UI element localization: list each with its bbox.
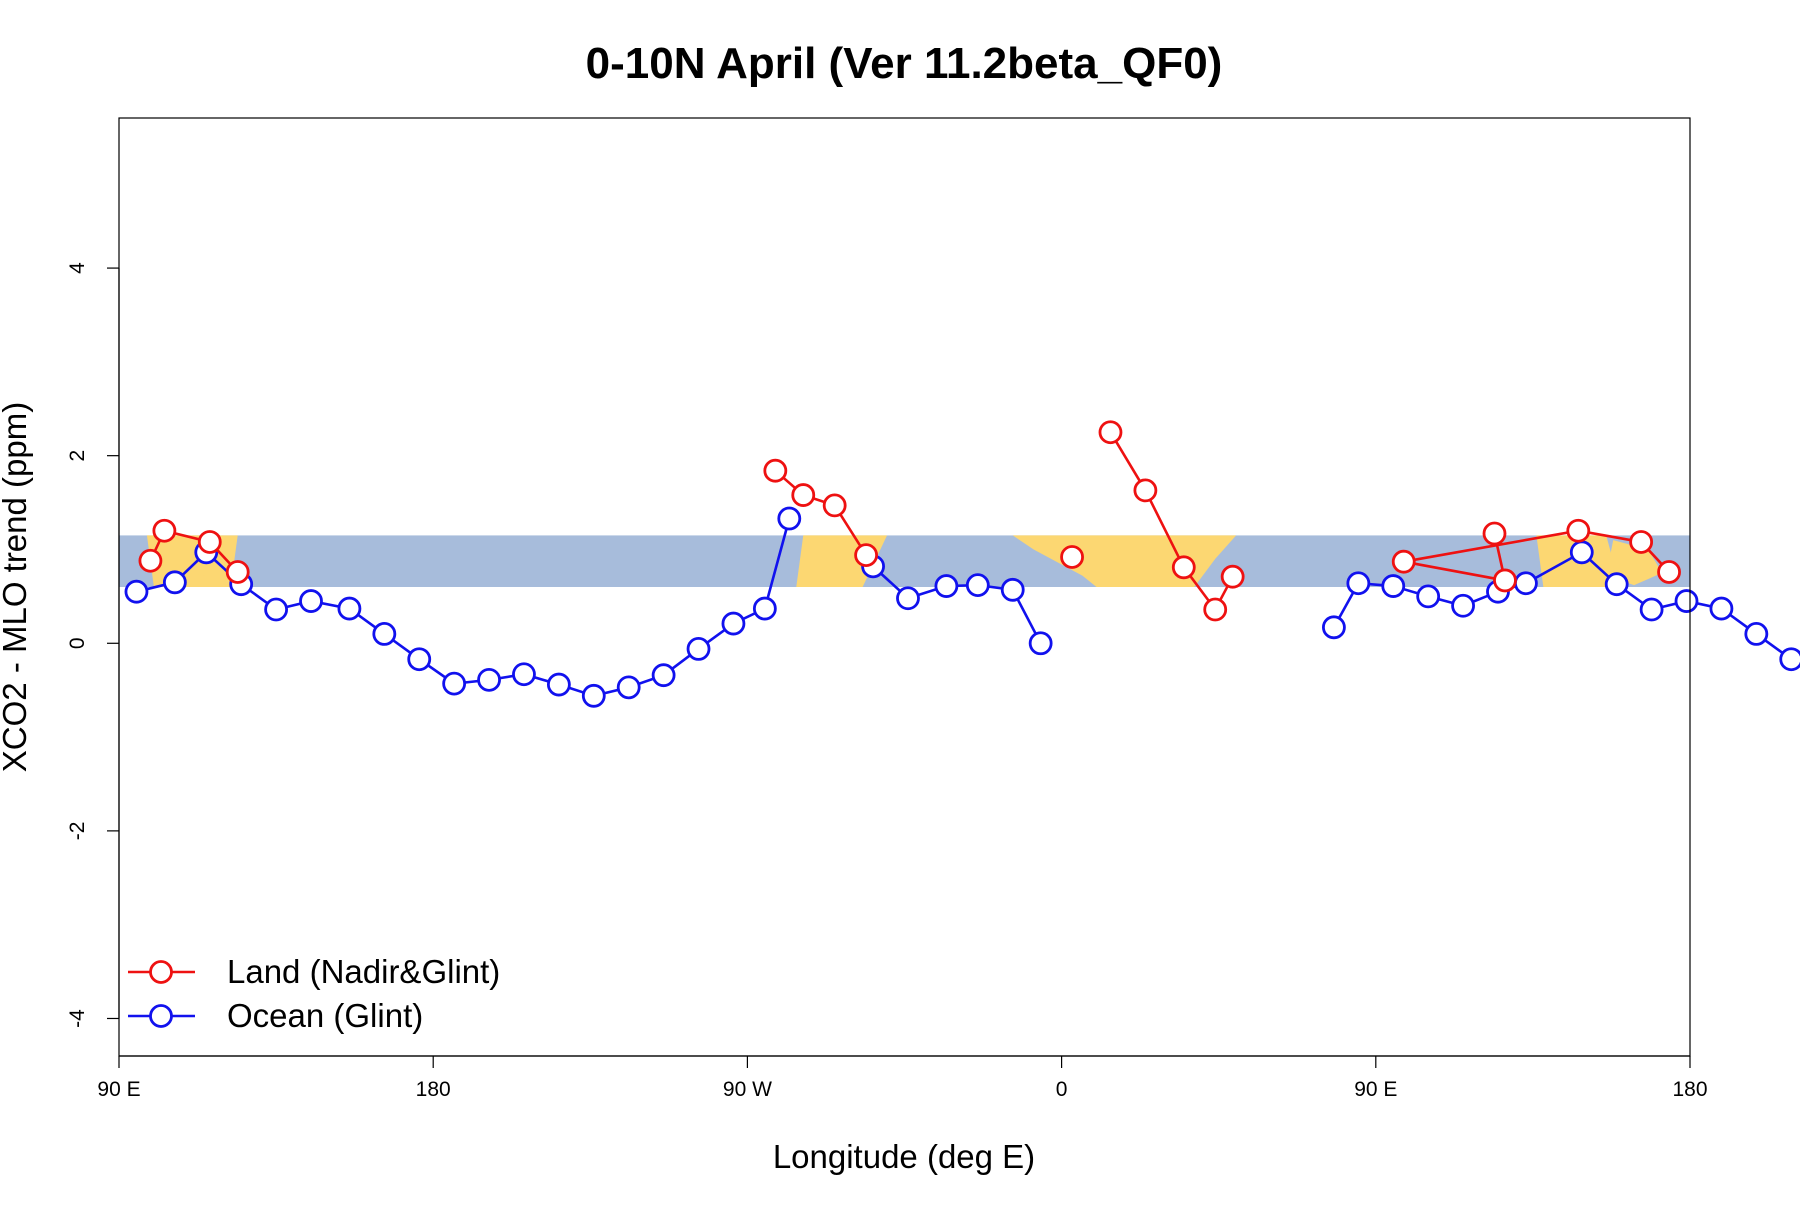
map-band [119,535,1690,587]
land-data-point [854,543,878,568]
land-series-line [149,529,239,573]
x-tick-label: 90 W [723,1078,772,1101]
ocean-data-point [752,596,777,621]
ocean-data-point [1028,631,1053,656]
ocean-data-point [477,667,501,692]
ocean-data-point [1709,596,1734,621]
land-data-point [1060,545,1084,569]
legend: Land (Nadir&Glint) Ocean (Glint) [128,953,500,1034]
ocean-data-point [1514,571,1538,596]
land-data-point [197,530,222,554]
ocean-data-point [124,579,149,604]
legend-land-label: Land (Nadir&Glint) [227,953,500,990]
y-tick-label: -2 [66,822,89,841]
land-data-point [1098,420,1123,445]
ocean-data-point [965,573,990,598]
ocean-data-point [721,611,746,636]
ocean-data-point [1779,647,1800,672]
ocean-data-point [162,570,187,595]
land-data-point [763,458,788,483]
ocean-data-point [1674,589,1699,613]
legend-land-marker [149,960,173,984]
land-data-point [1482,521,1507,546]
land-data-point [791,483,816,507]
ocean-data-point [299,589,323,613]
y-axis-title: XCO2 - MLO trend (ppm) [0,402,33,772]
land-data-point [822,493,847,518]
legend-ocean-label: Ocean (Glint) [227,997,423,1034]
axes: 90 E 180 90 W 0 90 E 180 -4 -2 0 2 4 [66,262,1708,1101]
x-tick-label: 180 [1672,1078,1707,1101]
land-data-point [138,548,163,573]
land-data-point [1391,549,1416,574]
ocean-data-point [777,506,802,531]
land-data-point [1203,597,1228,622]
ocean-data-point [442,671,467,696]
land-data-point [1171,555,1196,580]
y-tick-label: 0 [66,637,89,649]
land-data-point [1566,518,1591,543]
ocean-data-point [686,637,711,661]
y-tick-label: 2 [66,450,89,462]
land-series-line [774,469,868,556]
ocean-data-point [1744,622,1769,646]
land-data-point [1657,560,1681,584]
chart-title: 0-10N April (Ver 11.2beta_QF0) [586,39,1223,88]
y-tick-label: -4 [66,1009,89,1028]
legend-ocean-marker [149,1004,173,1028]
ocean-data-point [1346,571,1371,596]
ocean-data-point [512,662,536,687]
ocean-data-point [1639,597,1664,622]
ocean-data-point [1604,572,1629,597]
ocean-data-point [934,574,959,598]
ocean-data-point [337,596,362,621]
ocean-data-point [372,622,397,646]
land-data-point [152,518,177,543]
x-tick-label: 0 [1056,1078,1068,1101]
ocean-data-point [1000,577,1025,602]
ocean-data-point [407,647,432,672]
series-layer [124,420,1800,708]
ocean-data-point [1381,574,1406,598]
ocean-data-point [896,586,920,611]
x-axis-title: Longitude (deg E) [773,1138,1035,1175]
ocean-data-point [1322,615,1346,640]
ocean-data-point [1416,584,1441,609]
x-tick-label: 90 E [1354,1078,1397,1101]
x-tick-label: 90 E [97,1078,140,1101]
ocean-data-point [1569,540,1594,565]
ocean-data-point [616,675,641,700]
land-data-point [1493,568,1517,593]
x-tick-label: 180 [416,1078,451,1101]
land-data-point [1629,530,1654,554]
y-tick-label: 4 [66,262,89,274]
ocean-data-point [546,672,571,697]
land-data-point [1133,478,1158,503]
land-data-point [225,560,250,584]
ocean-data-point [581,683,606,708]
land-data-point [1220,564,1245,589]
ocean-data-point [651,663,676,688]
ocean-data-point [264,597,289,622]
ocean-data-point [1451,593,1475,618]
map-band-ocean [119,535,1690,587]
